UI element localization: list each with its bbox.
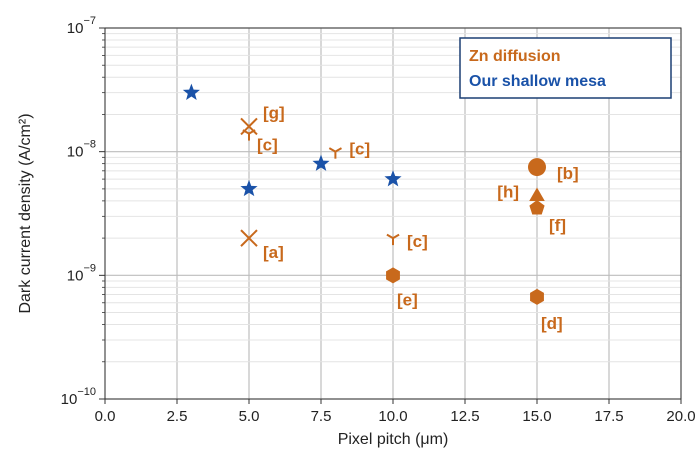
circle-marker	[528, 158, 546, 177]
reference-label: [g]	[263, 103, 285, 122]
y-tick-label: 10−9	[67, 262, 96, 284]
pentagon-marker	[529, 200, 545, 215]
data-markers	[182, 83, 546, 305]
legend-entry-zn-diffusion: Zn diffusion	[469, 48, 561, 65]
reference-label: [c]	[407, 232, 428, 251]
reference-label: [h]	[497, 183, 519, 202]
reference-label: [a]	[263, 243, 284, 262]
star-marker	[384, 170, 402, 187]
x-tick-label: 12.5	[450, 408, 479, 425]
y-tick-label: 10−10	[61, 386, 96, 408]
y-tick-label: 10−8	[67, 139, 96, 161]
x-tick-label: 15.0	[522, 408, 551, 425]
tri-down-marker	[242, 129, 256, 141]
y-axis-title: Dark current density (A/cm²)	[17, 113, 34, 313]
reference-label: [c]	[257, 136, 278, 155]
x-marker	[240, 117, 258, 136]
reference-label: [d]	[541, 314, 563, 333]
legend-entry-shallow-mesa: Our shallow mesa	[469, 73, 606, 90]
x-tick-label: 0.0	[95, 408, 116, 425]
legend: Zn diffusion Our shallow mesa	[459, 37, 672, 99]
y-tick-label: 10−7	[67, 15, 96, 37]
star-marker	[182, 83, 200, 100]
x-tick-label: 5.0	[239, 408, 260, 425]
x-tick-label: 2.5	[167, 408, 188, 425]
hexagon-marker	[530, 288, 544, 305]
star-marker	[240, 179, 258, 197]
x-tick-label: 10.0	[378, 408, 407, 425]
reference-label: [e]	[397, 290, 418, 309]
x-tick-label: 20.0	[666, 408, 695, 425]
star-marker	[312, 154, 330, 171]
legend-box	[459, 37, 672, 99]
triangle-marker	[529, 187, 545, 202]
hexagon-marker	[386, 267, 400, 284]
reference-label: [c]	[349, 140, 370, 159]
tri-down-marker	[328, 147, 342, 159]
point-labels: [g] [c] [a] [c] [c] [e] [b] [h] [f] [d]	[257, 103, 579, 332]
x-tick-label: 7.5	[311, 408, 332, 425]
reference-label: [f]	[549, 216, 566, 235]
reference-label: [b]	[557, 164, 579, 183]
x-marker	[240, 229, 258, 247]
x-axis-title: Pixel pitch (μm)	[338, 431, 449, 448]
tri-down-marker	[386, 233, 400, 246]
x-tick-label: 17.5	[594, 408, 623, 425]
